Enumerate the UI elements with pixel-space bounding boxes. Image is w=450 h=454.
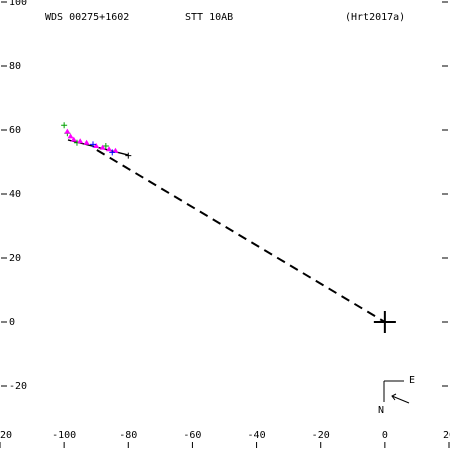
y-tick-label: 100 <box>9 0 27 8</box>
point <box>112 147 119 153</box>
point <box>99 144 106 150</box>
y-tick-label: -20 <box>9 381 27 392</box>
point <box>77 138 84 144</box>
x-tick-label: -80 <box>119 430 137 441</box>
point <box>64 128 71 134</box>
x-tick-label: -120 <box>0 430 12 441</box>
compass: E N <box>378 375 415 416</box>
point <box>109 149 116 156</box>
point <box>106 146 113 152</box>
x-tick-label: -40 <box>248 430 266 441</box>
header-name: STT 10AB <box>185 12 233 23</box>
y-tick-label: 40 <box>9 189 21 200</box>
point <box>67 133 74 139</box>
primary <box>373 311 396 333</box>
x-tick-label: -60 <box>183 430 201 441</box>
dashed-line <box>96 149 386 323</box>
compass-arrowhead <box>391 393 397 401</box>
y-tick-label: 0 <box>9 317 15 328</box>
y-tick-label: 80 <box>9 61 21 72</box>
y-tick-label: 60 <box>9 125 21 136</box>
compass-e-label: E <box>409 375 415 386</box>
point <box>93 143 100 148</box>
x-tick-label: 20 <box>443 430 450 441</box>
x-tick-label: -20 <box>312 430 330 441</box>
point <box>83 139 90 145</box>
point <box>125 152 132 159</box>
y-tick-label: 20 <box>9 253 21 264</box>
header-ref: (Hrt2017a) <box>345 12 405 23</box>
point <box>90 141 97 148</box>
point <box>70 136 77 142</box>
compass-n-label: N <box>378 405 384 416</box>
header-id: WDS 00275+1602 <box>45 12 129 23</box>
point <box>61 122 68 129</box>
x-tick-label: 0 <box>382 430 388 441</box>
compass-arrow <box>391 395 410 404</box>
x-tick-label: -100 <box>52 430 76 441</box>
point <box>102 143 109 149</box>
